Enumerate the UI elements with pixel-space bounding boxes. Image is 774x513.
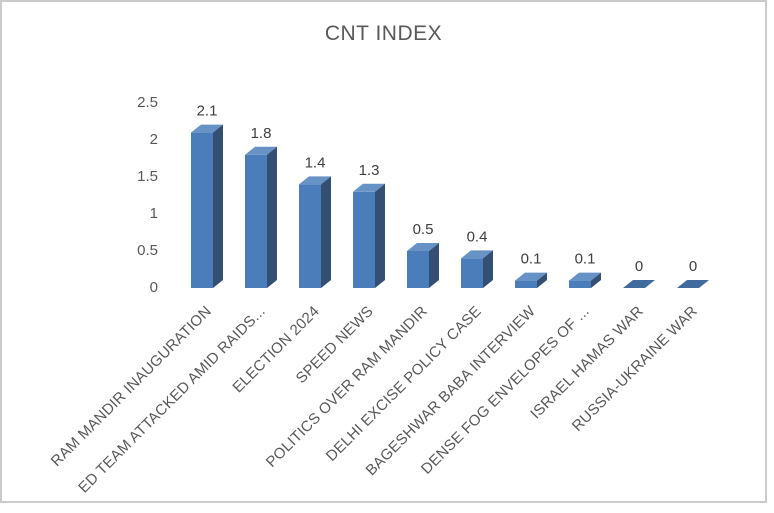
bar-zero-face	[677, 280, 709, 288]
chart-frame: CNT INDEX 0 0.5 1 1.5 2 2.5 2.1 RAM MANDIR INAU…	[0, 0, 767, 503]
y-axis-tick-label: 2.5	[137, 94, 158, 111]
bar-top-face	[245, 146, 277, 155]
bar-side-face	[591, 272, 601, 288]
y-axis-tick-label: 0	[150, 279, 158, 296]
y-axis-tick-label: 1.5	[137, 168, 158, 185]
bar-value-label: 0.1	[521, 251, 542, 268]
bar-side-face	[375, 183, 385, 288]
bar-value-label: 1.4	[305, 154, 326, 171]
bar-side-face	[213, 124, 223, 288]
bar-side-face	[321, 176, 331, 288]
bar-front-face	[569, 280, 591, 288]
bar-front-face	[299, 184, 321, 288]
bar-top-face	[461, 250, 493, 259]
bar-top-face	[191, 124, 223, 133]
bar-side-face	[267, 146, 277, 288]
bar-top-face	[353, 183, 385, 192]
bar-zero-face	[623, 280, 655, 288]
y-axis-tick-label: 2	[150, 131, 158, 148]
bar-top-face	[407, 243, 439, 251]
bar-side-face	[537, 272, 547, 288]
bar-front-face	[461, 258, 483, 288]
x-axis-category-label: ED TEAM ATTACKED AMID RAIDS...	[75, 303, 269, 497]
bar-value-label: 2.1	[197, 103, 218, 120]
bar-top-face	[569, 272, 601, 281]
bar-side-face	[429, 243, 439, 288]
bar-top-face	[515, 272, 547, 281]
bar-front-face	[191, 132, 213, 288]
bar-front-face	[245, 154, 267, 288]
bar-front-face	[353, 191, 375, 288]
bar-front-face	[515, 280, 537, 288]
bar-front-face	[407, 251, 429, 288]
bar-value-label: 0	[689, 258, 697, 275]
chart-title: CNT INDEX	[324, 22, 443, 45]
y-axis-tick-label: 0.5	[137, 242, 158, 259]
bar-value-label: 0.1	[575, 251, 596, 268]
bar-top-face	[299, 176, 331, 185]
bar-value-label: 1.3	[359, 162, 380, 179]
bar-value-label: 0.5	[413, 221, 434, 238]
y-axis-tick-label: 1	[150, 205, 158, 222]
bar-side-face	[483, 250, 493, 288]
bar-value-label: 0	[635, 258, 643, 275]
bar-value-label: 0.4	[467, 228, 488, 245]
bar-value-label: 1.8	[251, 125, 272, 142]
